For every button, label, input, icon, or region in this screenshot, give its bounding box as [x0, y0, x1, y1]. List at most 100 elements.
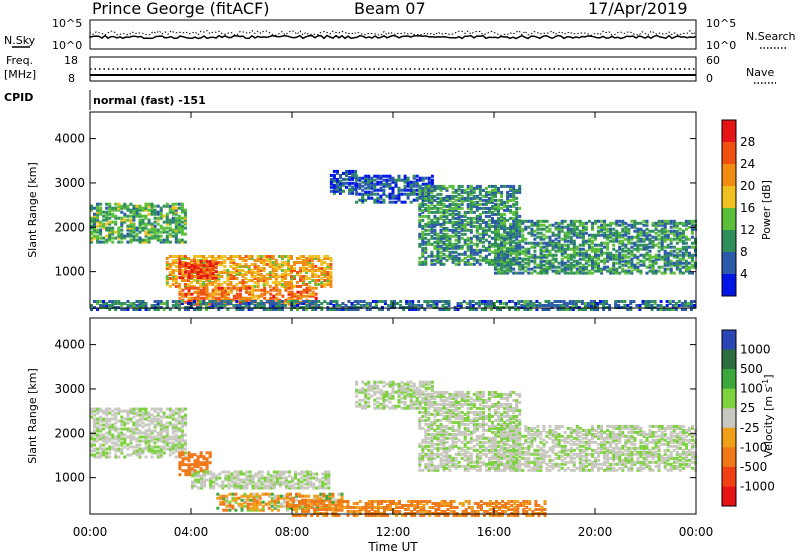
- heatmap-cell: [560, 269, 564, 273]
- heatmap-cell: [180, 423, 184, 427]
- heatmap-cell: [515, 227, 519, 231]
- heatmap-cell: [162, 427, 166, 431]
- heatmap-cell: [220, 288, 224, 292]
- heatmap-cell: [487, 210, 491, 214]
- heatmap-cell: [96, 230, 100, 234]
- heatmap-cell: [233, 476, 237, 480]
- nsky-trace: [89, 34, 697, 40]
- heatmap-cell: [326, 279, 330, 282]
- heatmap-cell: [171, 228, 175, 232]
- heatmap-cell: [463, 198, 467, 202]
- heatmap-cell: [660, 243, 664, 247]
- heatmap-cell: [174, 279, 178, 282]
- heatmap-cell: [660, 227, 664, 231]
- heatmap-cell: [90, 443, 93, 447]
- heatmap-cell: [442, 210, 446, 214]
- heatmap-cell: [494, 221, 497, 225]
- heatmap-cell: [509, 251, 513, 255]
- heatmap-cell: [190, 264, 194, 268]
- heatmap-cell: [663, 223, 667, 227]
- heatmap-cell: [329, 181, 333, 185]
- heatmap-cell: [451, 260, 455, 264]
- heatmap-cell: [262, 284, 266, 288]
- heatmap-cell: [587, 271, 591, 275]
- heatmap-cell: [463, 188, 467, 192]
- heatmap-cell: [320, 284, 324, 288]
- heatmap-cell: [591, 265, 594, 269]
- heatmap-cell: [156, 300, 160, 303]
- heatmap-cell: [256, 265, 260, 268]
- heatmap-cell: [639, 269, 643, 273]
- heatmap-cell: [566, 263, 570, 267]
- heatmap-cell: [506, 198, 510, 202]
- heatmap-cell: [532, 304, 536, 307]
- heatmap-cell: [117, 240, 121, 244]
- heatmap-cell: [177, 300, 181, 303]
- heatmap-cell: [199, 469, 203, 473]
- heatmap-cell: [436, 236, 440, 240]
- heatmap-cell: [223, 294, 227, 298]
- heatmap-cell: [211, 282, 215, 286]
- heatmap-cell: [511, 300, 515, 303]
- heatmap-cell: [320, 302, 324, 305]
- heatmap-cell: [684, 269, 688, 273]
- heatmap-cell: [323, 273, 327, 276]
- heatmap-cell: [200, 476, 204, 480]
- nsky-tick-top: 10^5: [52, 17, 82, 30]
- heatmap-cell: [135, 228, 139, 232]
- heatmap-cell: [208, 277, 212, 280]
- heatmap-cell: [606, 233, 610, 237]
- heatmap-cell: [427, 254, 431, 258]
- heatmap-cell: [123, 427, 127, 431]
- heatmap-cell: [209, 470, 213, 474]
- heatmap-cell: [229, 259, 233, 262]
- heatmap-cell: [669, 229, 673, 233]
- heatmap-cell: [451, 256, 455, 260]
- heatmap-cell: [433, 262, 437, 266]
- heatmap-cell: [206, 472, 210, 476]
- heatmap-cell: [93, 216, 96, 220]
- heatmap-cell: [199, 274, 203, 278]
- heatmap-cell: [256, 279, 260, 282]
- heatmap-cell: [194, 474, 197, 478]
- heatmap-cell: [141, 439, 145, 443]
- heatmap-cell: [474, 302, 478, 305]
- heatmap-cell: [171, 273, 175, 276]
- heatmap-cell: [102, 427, 106, 431]
- heatmap-cell: [668, 302, 672, 305]
- heatmap-cell: [144, 431, 148, 435]
- heatmap-cell: [536, 243, 540, 247]
- heatmap-cell: [421, 188, 425, 192]
- heatmap-cell: [433, 228, 437, 232]
- heatmap-cell: [509, 184, 513, 188]
- heatmap-cell: [272, 296, 276, 300]
- heatmap-cell: [621, 223, 625, 227]
- heatmap-cell: [290, 269, 293, 272]
- heatmap-cell: [539, 231, 543, 235]
- heatmap-cell: [669, 269, 673, 273]
- heatmap-cell: [190, 268, 194, 272]
- heatmap-cell: [439, 202, 443, 206]
- heatmap-cell: [373, 188, 377, 192]
- heatmap-cell: [263, 290, 267, 294]
- heatmap-cell: [405, 302, 409, 305]
- heatmap-cell: [191, 484, 194, 488]
- heatmap-cell: [329, 189, 333, 193]
- heatmap-cell: [421, 236, 425, 240]
- heatmap-cell: [184, 270, 188, 274]
- heatmap-cell: [257, 472, 261, 476]
- heatmap-cell: [645, 251, 649, 255]
- heatmap-cell: [183, 275, 187, 278]
- heatmap-cell: [560, 261, 564, 265]
- heatmap-cell: [509, 244, 513, 248]
- heatmap-cell: [587, 253, 591, 257]
- heatmap-cell: [630, 261, 634, 265]
- heatmap-cell: [99, 240, 103, 244]
- heatmap-cell: [362, 304, 366, 307]
- heatmap-cell: [174, 425, 178, 429]
- heatmap-cell: [277, 255, 281, 258]
- heatmap-cell: [229, 275, 233, 278]
- heatmap-cell: [517, 308, 521, 311]
- heatmap-cell: [168, 218, 172, 222]
- heatmap-cell: [190, 463, 194, 467]
